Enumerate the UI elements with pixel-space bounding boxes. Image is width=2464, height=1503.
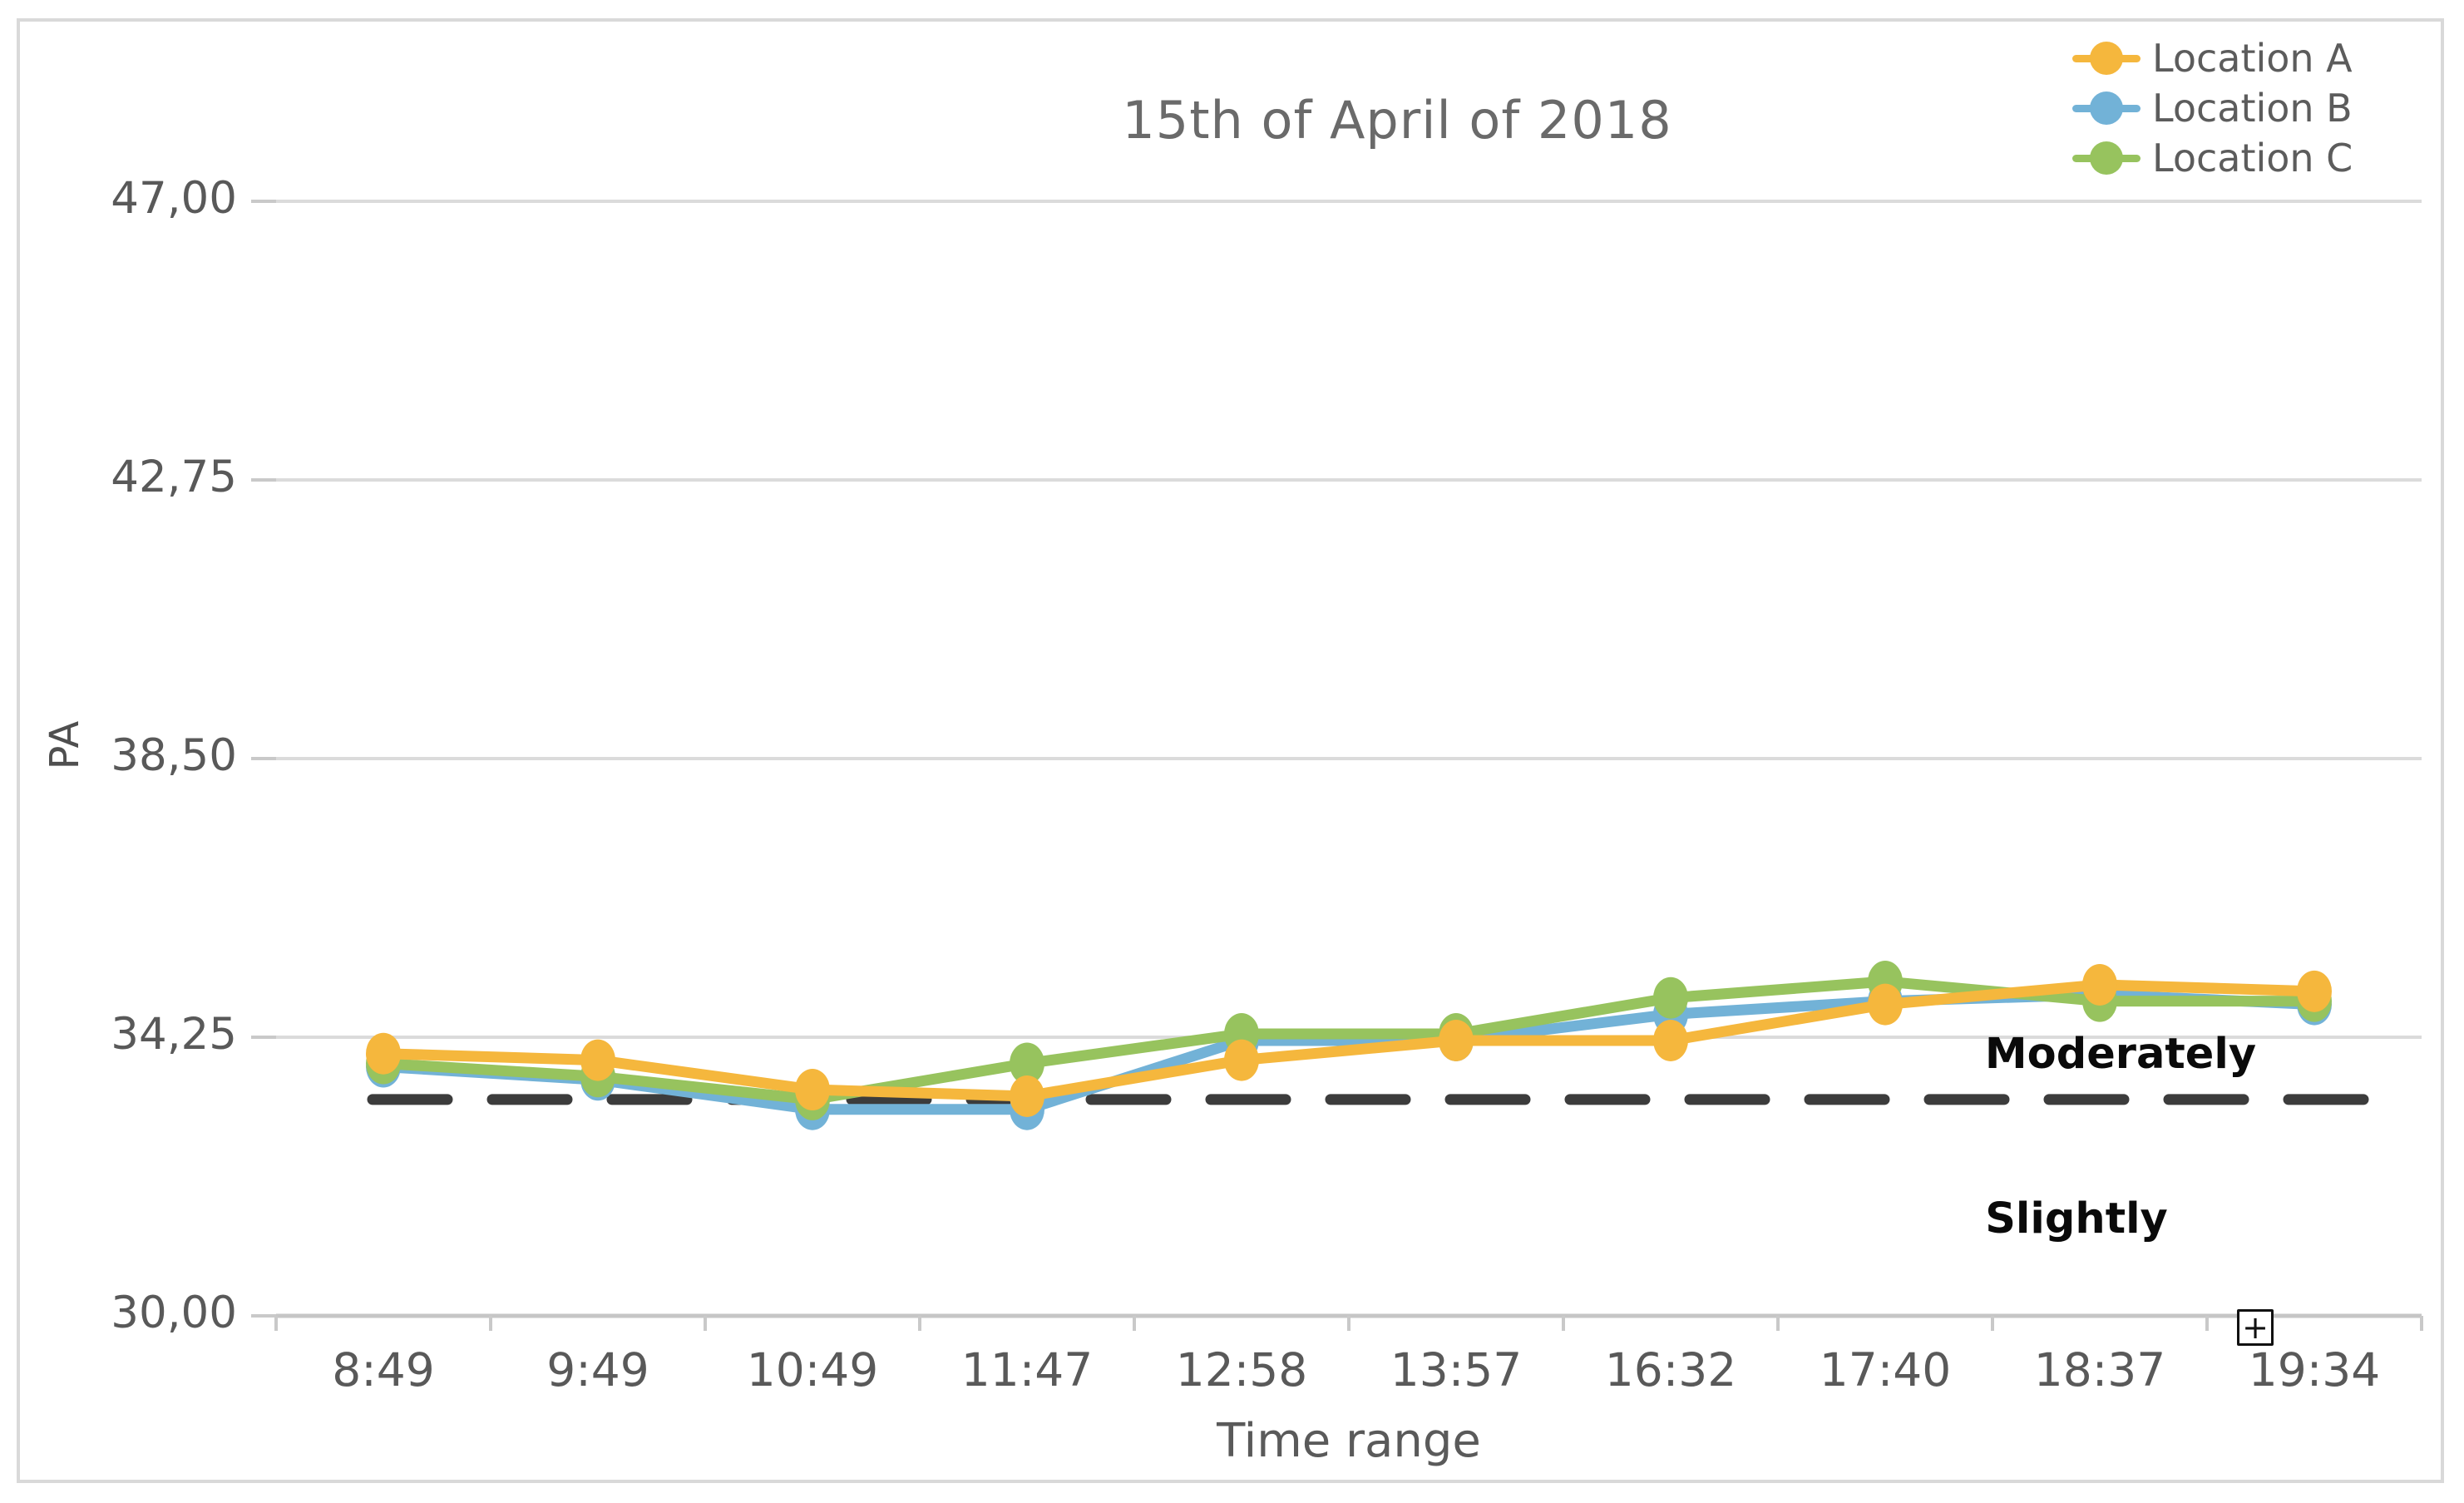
series-marker-location-a <box>580 1039 615 1081</box>
series-marker-location-a <box>366 1032 401 1075</box>
legend: Location A Location B Location C <box>2072 33 2447 183</box>
legend-label: Location A <box>2152 36 2353 81</box>
series-marker-location-a <box>1010 1075 1044 1117</box>
x-tick-label: 11:47 <box>960 1343 1094 1397</box>
series-marker-location-a <box>2297 970 2332 1012</box>
series-marker-location-c <box>1653 976 1688 1019</box>
x-axis-title: Time range <box>1217 1414 1481 1468</box>
y-tick-label: 30,00 <box>111 1288 237 1338</box>
x-tick-label: 18:37 <box>2033 1343 2166 1397</box>
x-tick-label: 9:49 <box>546 1343 649 1397</box>
legend-marker-icon <box>2072 42 2141 75</box>
x-tick-label: 13:57 <box>1390 1343 1523 1397</box>
series-marker-location-a <box>1653 1019 1688 1061</box>
y-tick-label: 38,50 <box>111 730 237 781</box>
y-tick-label: 47,00 <box>111 173 237 224</box>
x-tick-label: 19:34 <box>2248 1343 2381 1397</box>
series-line-location-a <box>378 979 2320 1102</box>
legend-item-location-a[interactable]: Location A <box>2072 33 2447 83</box>
legend-label: Location B <box>2152 86 2353 131</box>
chart-title: 15th of April of 2018 <box>1122 90 1672 151</box>
annotation-moderately: Moderately <box>1984 1030 2257 1079</box>
series-marker-location-a <box>1868 983 1903 1026</box>
chart-frame <box>17 18 2444 1483</box>
y-tick-label: 34,25 <box>111 1009 237 1060</box>
series-marker-location-a <box>1439 1019 1474 1061</box>
legend-label: Location C <box>2152 136 2353 180</box>
legend-marker-icon <box>2072 141 2141 175</box>
x-tick-label: 12:58 <box>1175 1343 1308 1397</box>
annotation-slightly: Slightly <box>1985 1194 2168 1243</box>
x-tick-label: 17:40 <box>1819 1343 1952 1397</box>
x-tick-label: 10:49 <box>746 1343 879 1397</box>
y-tick-label: 42,75 <box>111 452 237 502</box>
legend-item-location-b[interactable]: Location B <box>2072 83 2447 133</box>
series-marker-location-c <box>1010 1042 1044 1085</box>
zoom-plus-button[interactable]: + <box>2237 1309 2274 1346</box>
y-axis-title: PA <box>42 720 88 770</box>
x-tick-label: 16:32 <box>1604 1343 1737 1397</box>
legend-item-location-c[interactable]: Location C <box>2072 133 2447 183</box>
legend-marker-icon <box>2072 91 2141 125</box>
x-tick-label: 8:49 <box>332 1343 435 1397</box>
series-marker-location-a <box>1224 1039 1259 1081</box>
series-marker-location-a <box>2082 963 2117 1006</box>
series-marker-location-a <box>795 1069 830 1111</box>
